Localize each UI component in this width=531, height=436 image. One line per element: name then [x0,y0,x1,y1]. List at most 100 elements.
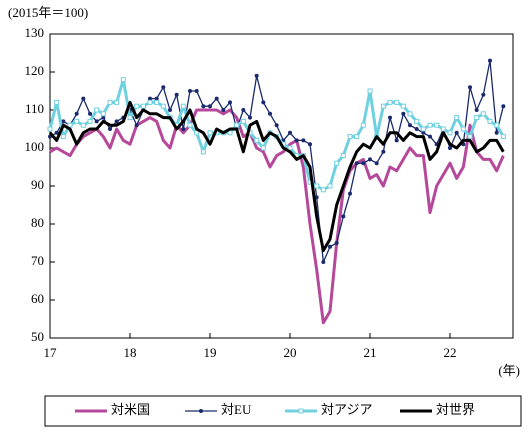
legend-label: 対アジア [321,402,372,417]
marker [454,130,459,135]
marker [294,138,299,143]
marker [474,108,479,112]
marker [161,85,166,90]
marker [148,96,152,101]
marker [467,134,473,140]
legend-label: 対EU [221,402,252,417]
marker [227,130,233,136]
marker [240,118,246,124]
marker [268,111,272,116]
marker [274,123,279,128]
marker [200,149,206,155]
marker [207,130,213,136]
marker [120,77,126,83]
marker [194,130,200,136]
marker [154,96,159,101]
x-tick-label: 20 [284,345,297,360]
legend-marker [298,408,304,414]
marker [87,118,93,124]
x-tick-label: 19 [204,345,217,360]
y-tick-label: 50 [31,329,44,344]
marker [181,127,186,131]
y-tick-label: 110 [25,101,44,116]
marker [381,149,386,154]
marker [321,260,326,264]
marker [401,111,406,116]
marker [160,103,166,109]
marker [88,111,92,116]
marker [407,111,413,117]
marker [408,123,412,128]
marker [214,96,219,101]
marker [47,126,53,132]
marker [494,130,499,135]
marker [74,118,80,124]
series-line [49,59,504,263]
marker [254,137,260,143]
marker [374,161,379,166]
marker [428,134,432,139]
marker [260,145,266,151]
marker [427,122,433,128]
y-tick-label: 80 [31,215,44,230]
marker [487,118,493,124]
plot-frame [49,33,514,339]
x-tick-label: 22 [444,345,457,360]
marker [134,123,139,128]
marker [367,88,373,94]
marker [340,153,346,159]
x-tick-label: 17 [44,345,58,360]
marker [447,130,453,136]
marker [241,108,246,112]
marker [234,122,240,128]
marker [361,161,366,166]
marker [134,103,140,109]
marker [308,142,312,147]
marker [288,130,292,135]
marker [80,122,86,128]
marker [328,244,332,249]
marker [94,107,100,113]
marker [380,103,386,109]
series-line [48,100,505,253]
marker [74,111,79,116]
marker [494,122,500,128]
marker [187,122,193,128]
marker [460,126,466,132]
marker [54,130,59,135]
marker [174,92,179,97]
marker [127,115,133,121]
marker [387,99,393,105]
marker [314,183,320,189]
y-tick-label: 60 [31,291,44,306]
marker [221,108,226,112]
marker [474,115,480,121]
y-tick-label: 100 [25,139,45,154]
marker [481,92,486,97]
marker [354,134,360,140]
marker [488,58,492,63]
legend-box [44,395,522,427]
marker [188,89,192,93]
marker [347,134,353,140]
series-line [49,108,505,325]
marker [94,119,99,124]
marker [254,73,259,78]
marker [101,115,106,120]
marker [388,115,392,120]
marker [421,130,426,135]
marker [107,99,113,105]
legend-label: 対米国 [111,402,150,417]
marker [100,111,106,117]
marker [180,103,186,109]
marker [334,160,340,166]
marker [448,146,452,150]
marker [108,127,112,131]
legend-marker [199,409,203,413]
marker [54,99,60,105]
marker [228,100,232,105]
marker [414,127,419,131]
unit-label: (2015年＝100) [8,5,88,20]
marker [147,99,153,105]
